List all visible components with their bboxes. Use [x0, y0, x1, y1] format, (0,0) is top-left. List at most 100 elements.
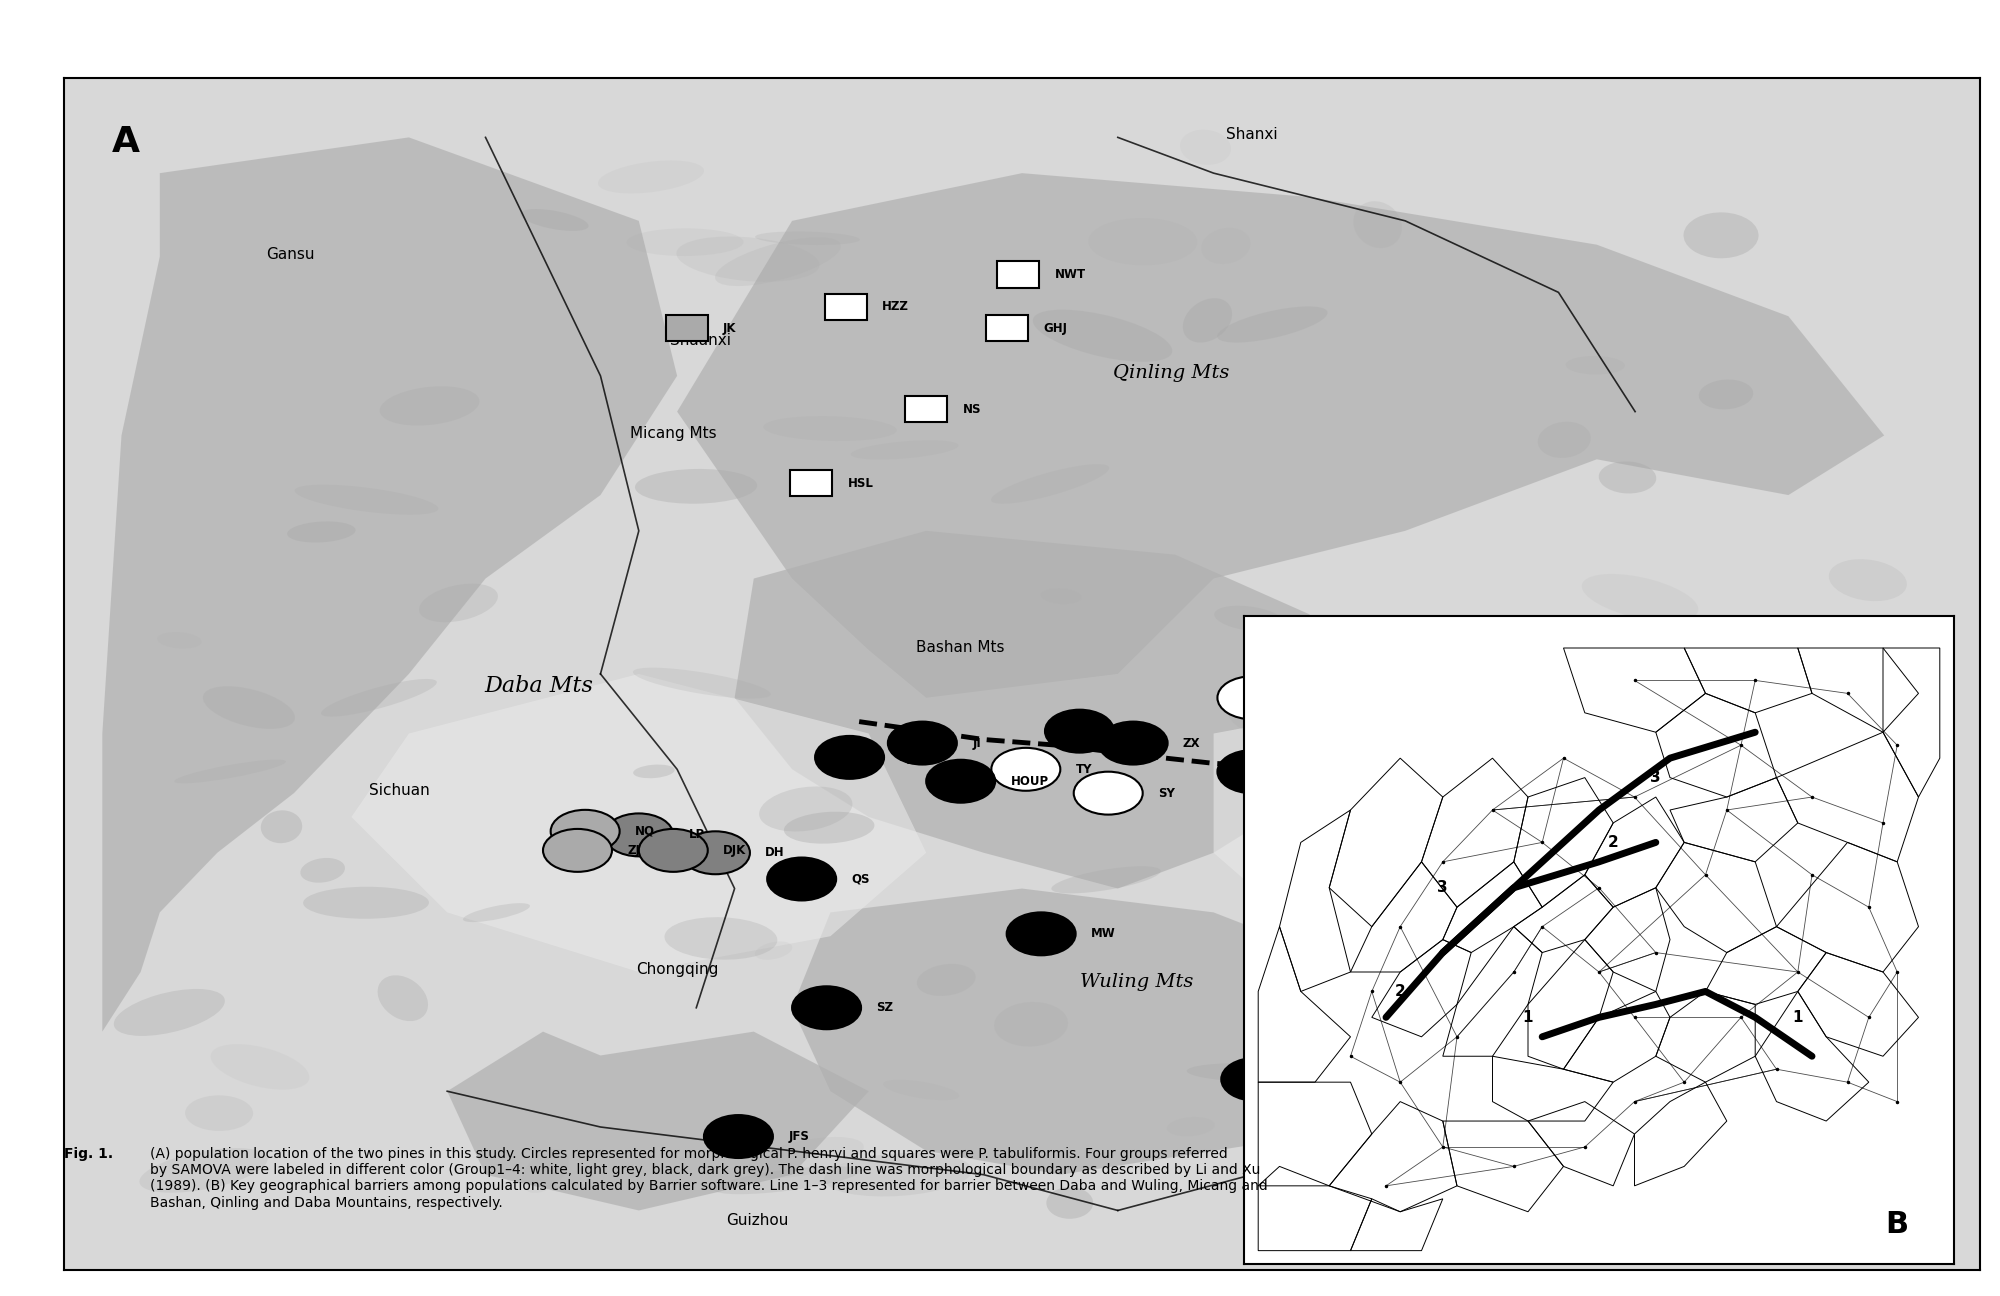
Polygon shape: [678, 174, 1884, 697]
Text: JFS: JFS: [788, 1130, 810, 1143]
Text: LP: LP: [688, 828, 704, 841]
Text: Sichuan: Sichuan: [368, 783, 430, 798]
Ellipse shape: [202, 686, 296, 728]
Polygon shape: [1366, 1128, 1826, 1247]
Text: DFS: DFS: [1302, 691, 1328, 704]
Circle shape: [550, 810, 620, 853]
Ellipse shape: [288, 521, 356, 543]
Text: 2: 2: [1394, 984, 1406, 999]
Ellipse shape: [1186, 1063, 1318, 1082]
Bar: [906, 397, 948, 422]
Ellipse shape: [634, 469, 758, 504]
Ellipse shape: [464, 903, 530, 921]
Text: XJP: XJP: [900, 750, 922, 763]
Ellipse shape: [1456, 714, 1544, 758]
Text: DH: DH: [766, 846, 784, 859]
Text: 3: 3: [1438, 880, 1448, 896]
Ellipse shape: [994, 1002, 1068, 1047]
Polygon shape: [1214, 697, 1692, 972]
Bar: [986, 315, 1028, 341]
Circle shape: [1310, 677, 1378, 719]
Text: DJK: DJK: [724, 844, 746, 857]
Text: 1: 1: [1522, 1010, 1534, 1025]
Ellipse shape: [824, 1153, 972, 1196]
Bar: [666, 315, 708, 341]
Circle shape: [1098, 722, 1168, 765]
Ellipse shape: [1716, 1139, 1846, 1183]
Text: JK: JK: [724, 321, 736, 334]
Ellipse shape: [1566, 356, 1624, 375]
Text: Daba Mts: Daba Mts: [484, 675, 594, 697]
Ellipse shape: [1040, 588, 1082, 604]
Ellipse shape: [1634, 800, 1762, 829]
Ellipse shape: [1226, 692, 1278, 732]
Circle shape: [1314, 853, 1382, 896]
Text: QJP: QJP: [1130, 724, 1152, 737]
Ellipse shape: [1598, 461, 1656, 494]
Ellipse shape: [754, 941, 792, 960]
Ellipse shape: [1478, 814, 1596, 855]
Text: Shanxi: Shanxi: [1226, 127, 1278, 143]
Text: ZX: ZX: [1182, 736, 1200, 749]
Ellipse shape: [1638, 959, 1740, 990]
Circle shape: [1006, 912, 1076, 955]
Circle shape: [816, 736, 884, 779]
Circle shape: [638, 829, 708, 872]
Ellipse shape: [664, 918, 778, 959]
Circle shape: [680, 831, 750, 875]
Text: WF: WF: [1378, 966, 1400, 978]
Ellipse shape: [716, 237, 840, 286]
Ellipse shape: [1394, 989, 1462, 1011]
Ellipse shape: [1376, 743, 1516, 784]
Ellipse shape: [300, 858, 344, 883]
Ellipse shape: [1180, 130, 1230, 165]
Text: XJ: XJ: [1398, 868, 1410, 881]
Text: BM: BM: [1452, 787, 1472, 800]
Text: SWD: SWD: [1394, 691, 1424, 704]
Text: Qinling Mts: Qinling Mts: [1114, 364, 1230, 382]
Text: ZJ: ZJ: [628, 844, 640, 857]
Circle shape: [1044, 710, 1114, 753]
Ellipse shape: [1588, 885, 1682, 901]
Ellipse shape: [850, 441, 958, 460]
Text: Guizhou: Guizhou: [726, 1213, 788, 1227]
Text: 1: 1: [1792, 1010, 1804, 1025]
Ellipse shape: [320, 679, 436, 717]
Polygon shape: [102, 137, 678, 1032]
Text: (A) population location of the two pines in this study. Circles represented for : (A) population location of the two pines…: [150, 1147, 1268, 1209]
Ellipse shape: [1046, 1187, 1094, 1218]
Text: GHJ: GHJ: [1044, 321, 1068, 334]
Circle shape: [888, 722, 956, 765]
Text: HP: HP: [1302, 765, 1320, 778]
Ellipse shape: [626, 228, 744, 257]
Polygon shape: [734, 531, 1366, 889]
Text: Bashan Mts: Bashan Mts: [916, 640, 1004, 656]
Circle shape: [1218, 750, 1286, 793]
Ellipse shape: [784, 811, 874, 844]
Circle shape: [544, 829, 612, 872]
Text: Gansu: Gansu: [266, 246, 314, 262]
Circle shape: [604, 814, 674, 857]
Ellipse shape: [748, 1137, 864, 1178]
Ellipse shape: [158, 632, 202, 648]
Circle shape: [1222, 1058, 1290, 1100]
Text: Fig. 1.: Fig. 1.: [64, 1147, 114, 1161]
Ellipse shape: [1500, 969, 1550, 999]
Ellipse shape: [294, 485, 438, 515]
Ellipse shape: [1524, 718, 1614, 749]
Ellipse shape: [1492, 1128, 1632, 1181]
Text: NS: NS: [962, 403, 982, 416]
Ellipse shape: [304, 886, 428, 919]
Text: Hubei: Hubei: [1532, 807, 1576, 822]
Ellipse shape: [520, 209, 588, 231]
Ellipse shape: [676, 236, 820, 281]
Polygon shape: [448, 1032, 868, 1210]
Ellipse shape: [1756, 911, 1856, 947]
Bar: [824, 294, 866, 320]
Text: SZ: SZ: [876, 1002, 894, 1015]
Ellipse shape: [114, 989, 224, 1036]
Ellipse shape: [1676, 802, 1748, 832]
Ellipse shape: [1166, 1117, 1214, 1137]
Text: A: A: [112, 126, 140, 159]
Circle shape: [1218, 677, 1286, 719]
